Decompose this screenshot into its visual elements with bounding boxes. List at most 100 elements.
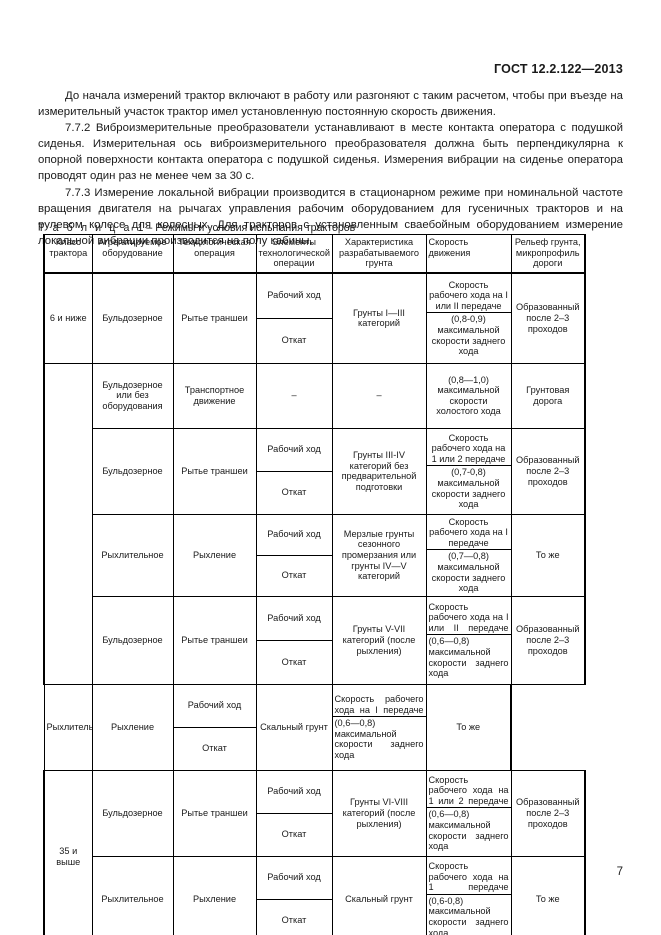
table-row: Рыхлительное Рыхление Рабочий ход Скальн… <box>43 683 585 771</box>
cell-operation: Рыхление <box>172 855 257 935</box>
cell-soil: Грунты I—III категорий <box>331 272 427 364</box>
cell-relief: То же <box>510 513 586 597</box>
table-row: Откат <box>44 726 585 771</box>
speed-reverse: (0,6—0,8) максимальной скорости заднего … <box>334 718 424 760</box>
table-row: Рыхлительное Рыхление Рабочий ход Скальн… <box>44 855 586 935</box>
cell-element-rollback: Откат <box>255 639 333 685</box>
cell-operation: Транспортное движение <box>172 362 257 429</box>
speed-forward: Скорость рабочего хода на I или II перед… <box>427 279 510 314</box>
cell-tractor-class: 35 и выше <box>43 769 93 935</box>
table-row: Откат <box>44 470 585 515</box>
col-header-speed: Скорость движения <box>425 233 512 274</box>
col-header-tractor-class: Класс трактора <box>43 233 93 274</box>
cell-soil: Грунты VI-VIII категорий (после рыхления… <box>331 769 427 857</box>
cell-speed: Скорость рабочего хода на 1 или 2 переда… <box>425 427 512 515</box>
speed-reverse: (0,8-0,9) максимальной скорости заднего … <box>431 314 506 357</box>
paragraph-7-7-2: 7.7.2 Виброизмерительные преобразователи… <box>38 122 623 183</box>
cell-relief: Образованный после 2–3 проходов <box>510 427 586 515</box>
page-number: 7 <box>616 866 623 878</box>
cell-relief: Образованный после 2–3 проходов <box>510 769 586 857</box>
speed-forward: Скорость рабочего хода на 1 или 2 переда… <box>427 432 510 467</box>
cell-soil: Скальный грунт <box>331 855 427 935</box>
col-header-operation: Технологическая операция <box>172 233 257 274</box>
col-header-equipment: Агрегатируемое оборудование <box>91 233 174 274</box>
table-row: Откат <box>44 639 585 685</box>
cell-equipment: Бульдозерное <box>91 595 174 685</box>
table-row: Бульдозерное Рытье траншеи Рабочий ход Г… <box>44 427 586 515</box>
paragraph-intro: До начала измерений трактор включают в р… <box>38 90 623 119</box>
cell-equipment: Рыхлительное <box>91 513 174 597</box>
table-row: Бульдозерное Рытье траншеи Рабочий ход Г… <box>44 595 586 685</box>
speed-forward: Скорость рабочего хода на I передаче <box>333 693 425 718</box>
body-text-block: До начала измерений трактор включают в р… <box>38 88 623 249</box>
speed-reverse: (0,6-0,8) максимальной скорости заднего … <box>428 895 509 935</box>
cell-element-forward: Рабочий ход <box>172 683 257 728</box>
table-row: Бульдозерное или без оборудования Трансп… <box>43 362 586 685</box>
cell-equipment: Бульдозерное <box>91 769 174 857</box>
speed-forward: Скорость рабочего хода на 1 передаче <box>427 860 510 895</box>
cell-speed: Скорость рабочего хода на I или II перед… <box>425 595 512 685</box>
cell-element-rollback: Откат <box>255 470 333 515</box>
table-body: 6 и ниже Бульдозерное Рытье траншеи Рабо… <box>43 272 586 935</box>
cell-soil: Грунты III-IV категорий без предваритель… <box>331 427 427 515</box>
cell-element-rollback: Откат <box>255 317 333 364</box>
table-row: Откат <box>44 898 585 935</box>
speed-forward: Скорость рабочего хода на I передаче <box>427 516 510 551</box>
speed-reverse: (0,7—0,8) максимальной скорости заднего … <box>431 551 506 594</box>
cell-soil: Скальный грунт <box>255 683 333 771</box>
cell-tractor-class: 6 и ниже <box>43 272 93 364</box>
cell-relief: Грунтовая дорога <box>510 362 586 429</box>
cell-element-dash: – <box>255 362 333 429</box>
running-head-standard: ГОСТ 12.2.122—2013 <box>493 62 623 76</box>
cell-speed: Скорость рабочего хода на 1 передаче (0,… <box>425 855 512 935</box>
cell-soil: Грунты V-VII категорий (после рыхления) <box>331 595 427 685</box>
speed-forward: Скорость рабочего хода на I или II перед… <box>427 601 510 636</box>
col-header-elements: Элементы технологической операции <box>255 233 333 274</box>
cell-soil: – <box>331 362 427 429</box>
cell-speed: (0,8—1,0) максимальной скорости холостог… <box>425 362 512 429</box>
cell-relief: То же <box>425 683 512 771</box>
table-row: 6 и ниже Бульдозерное Рытье траншеи Рабо… <box>43 272 586 364</box>
table-caption: Т а б л и ц а 1 – Режимы и условия испыт… <box>38 222 355 234</box>
cell-operation: Рытье траншеи <box>172 769 257 857</box>
cell-speed: Скорость рабочего хода на 1 или 2 переда… <box>425 769 512 857</box>
speed-reverse: (0,6—0,8) максимальной скорости заднего … <box>428 809 509 852</box>
cell-element-forward: Рабочий ход <box>255 769 333 814</box>
speed-forward: Скорость рабочего хода на 1 или 2 переда… <box>427 774 510 809</box>
table-header: Класс трактора Агрегатируемое оборудован… <box>43 233 586 274</box>
cell-operation: Рытье траншеи <box>172 272 257 364</box>
table-caption-label: Т а б л и ц а <box>38 222 132 234</box>
table-row: Рыхлительное Рыхление Рабочий ход Мерзлы… <box>44 513 586 597</box>
cell-equipment: Бульдозерное <box>91 272 174 364</box>
cell-element-rollback: Откат <box>255 554 333 597</box>
table-row: Откат <box>44 554 585 597</box>
cell-relief: То же <box>510 855 586 935</box>
cell-equipment: Рыхлительное <box>91 855 174 935</box>
cell-operation: Рыхление <box>91 683 174 771</box>
table-row: 35 и выше Бульдозерное Рытье траншеи Раб… <box>43 769 586 935</box>
speed-reverse: (0,7-0,8) максимальной скорости заднего … <box>431 467 506 510</box>
cell-tractor-class-spacer <box>43 362 93 685</box>
table-test-modes: Класс трактора Агрегатируемое оборудован… <box>43 233 586 935</box>
cell-relief: Образованный после 2–3 проходов <box>510 272 586 364</box>
cell-soil: Мерзлые грунты сезонного промерзания или… <box>331 513 427 597</box>
cell-element-forward: Рабочий ход <box>255 595 333 641</box>
cell-operation: Рытье траншеи <box>172 595 257 685</box>
cell-relief: Образованный после 2–3 проходов <box>510 595 586 685</box>
col-header-relief: Рельеф грунта, микропрофиль дороги <box>510 233 586 274</box>
table-caption-dash: – <box>146 222 153 234</box>
cell-element-forward: Рабочий ход <box>255 855 333 900</box>
cell-equipment: Рыхлительное <box>43 683 93 771</box>
cell-element-rollback: Откат <box>255 898 333 935</box>
speed-reverse: (0,6—0,8) максимальной скорости заднего … <box>428 636 509 679</box>
cell-equipment: Бульдозерное <box>91 427 174 515</box>
table-header-row: Класс трактора Агрегатируемое оборудован… <box>43 233 586 274</box>
cell-element-forward: Рабочий ход <box>255 272 333 319</box>
table-caption-number: 1 <box>137 222 144 234</box>
cell-operation: Рыхление <box>172 513 257 597</box>
cell-element-rollback: Откат <box>255 812 333 857</box>
cell-equipment: Бульдозерное или без оборудования <box>91 362 174 429</box>
cell-speed: Скорость рабочего хода на I передаче (0,… <box>425 513 512 597</box>
cell-element-forward: Рабочий ход <box>255 427 333 472</box>
